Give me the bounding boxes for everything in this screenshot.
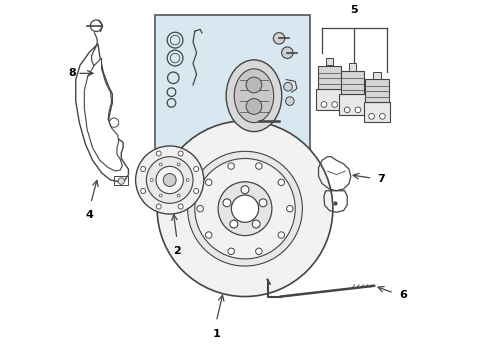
Circle shape <box>223 199 231 207</box>
Circle shape <box>368 113 374 119</box>
Text: 5: 5 <box>350 5 358 15</box>
Circle shape <box>194 189 199 193</box>
Bar <box>364 102 391 122</box>
Bar <box>339 94 366 116</box>
Text: 2: 2 <box>173 246 181 256</box>
Circle shape <box>246 77 262 93</box>
Bar <box>341 71 364 94</box>
Text: 7: 7 <box>378 174 386 184</box>
Circle shape <box>278 232 285 238</box>
Circle shape <box>259 199 267 207</box>
Circle shape <box>177 163 180 166</box>
Circle shape <box>178 151 183 156</box>
Circle shape <box>228 248 234 255</box>
Text: 3: 3 <box>229 185 236 195</box>
Text: 1: 1 <box>213 329 220 339</box>
Circle shape <box>228 163 234 169</box>
Circle shape <box>156 151 161 156</box>
Circle shape <box>241 186 249 194</box>
Circle shape <box>282 47 293 58</box>
Circle shape <box>218 182 272 235</box>
Circle shape <box>246 99 262 114</box>
Circle shape <box>163 174 176 186</box>
Text: 8: 8 <box>68 68 76 78</box>
Circle shape <box>159 163 162 166</box>
Bar <box>326 58 333 65</box>
Circle shape <box>118 178 124 184</box>
Circle shape <box>287 206 293 212</box>
Ellipse shape <box>234 69 274 123</box>
Circle shape <box>147 157 193 203</box>
Circle shape <box>252 220 260 228</box>
Bar <box>114 176 128 185</box>
Circle shape <box>256 248 262 255</box>
Circle shape <box>205 179 212 185</box>
Circle shape <box>344 107 350 113</box>
Circle shape <box>195 158 295 259</box>
Circle shape <box>186 179 189 181</box>
Bar <box>349 63 356 71</box>
Circle shape <box>379 113 385 119</box>
Bar <box>155 15 310 173</box>
Circle shape <box>321 102 327 107</box>
Bar <box>318 66 341 89</box>
Circle shape <box>136 146 204 214</box>
Circle shape <box>194 167 199 171</box>
Circle shape <box>332 102 338 107</box>
Circle shape <box>141 167 146 171</box>
Circle shape <box>273 33 285 44</box>
Bar <box>373 72 381 79</box>
Circle shape <box>156 166 183 194</box>
Ellipse shape <box>226 60 282 132</box>
Circle shape <box>230 220 238 228</box>
Circle shape <box>188 151 302 266</box>
Circle shape <box>159 194 162 197</box>
Text: 4: 4 <box>85 211 93 220</box>
Circle shape <box>284 82 293 91</box>
Circle shape <box>231 195 259 222</box>
Polygon shape <box>84 58 122 171</box>
Bar <box>316 89 343 110</box>
Circle shape <box>141 189 146 193</box>
Circle shape <box>150 179 153 181</box>
Circle shape <box>355 107 361 113</box>
Circle shape <box>205 232 212 238</box>
Text: 6: 6 <box>399 290 407 300</box>
Circle shape <box>256 163 262 169</box>
Bar <box>366 79 389 102</box>
Circle shape <box>197 206 203 212</box>
Circle shape <box>178 204 183 209</box>
Circle shape <box>286 97 294 105</box>
Circle shape <box>156 204 161 209</box>
Circle shape <box>278 179 285 185</box>
Circle shape <box>177 194 180 197</box>
Circle shape <box>157 121 333 297</box>
